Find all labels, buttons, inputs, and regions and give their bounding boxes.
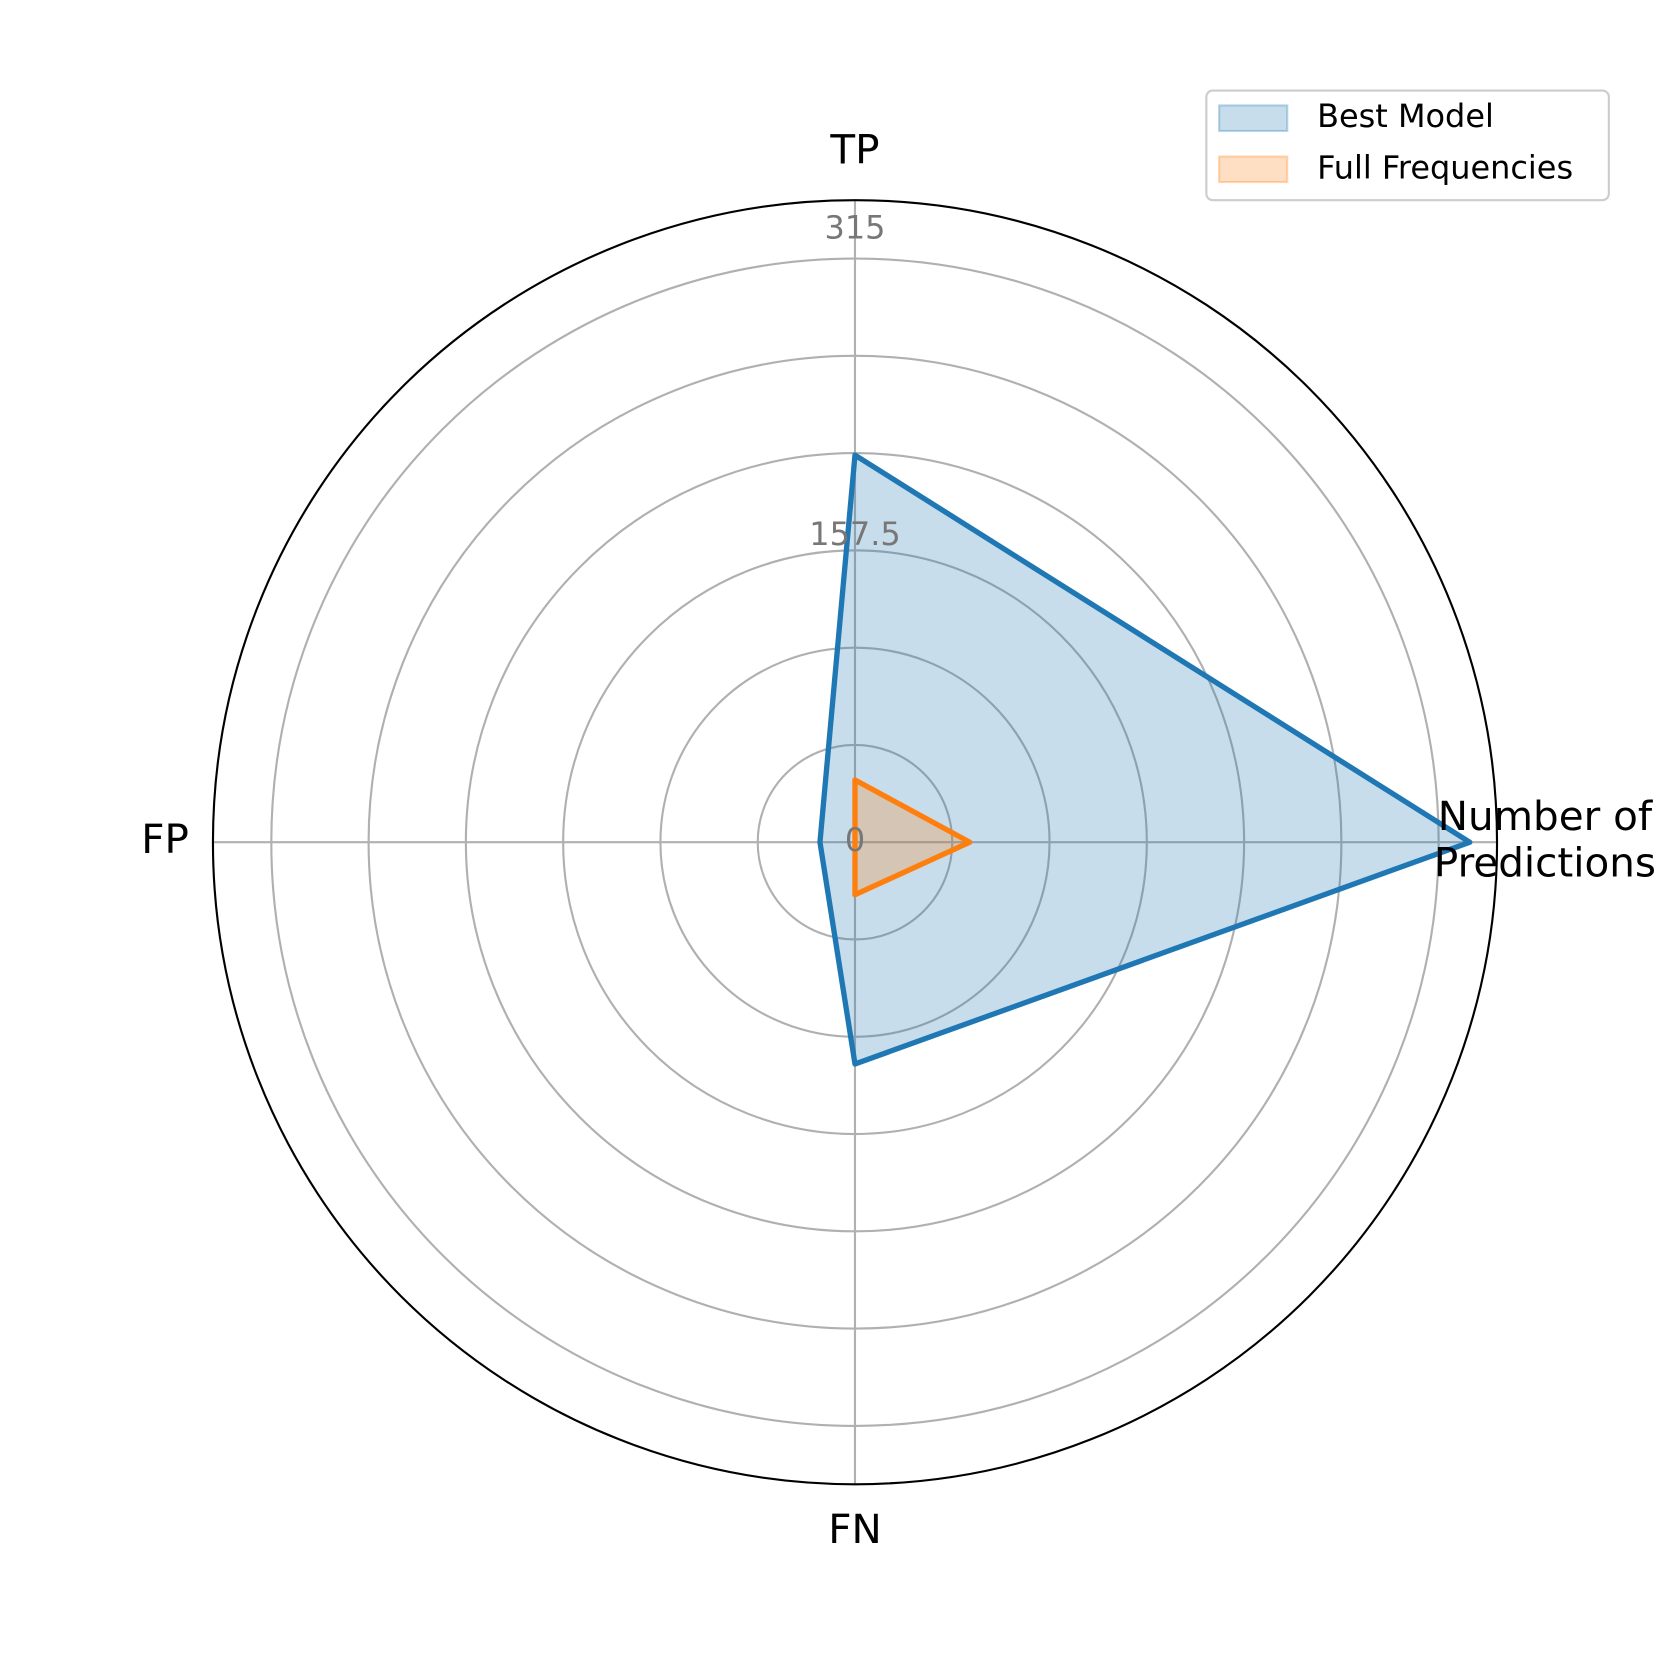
r-tick-label: 315 [825,208,886,246]
axis-label: FN [828,1505,882,1553]
r-tick-label: 0 [845,821,865,859]
axis-label: TP [829,125,879,173]
axis-label: FP [141,815,189,863]
series-line [817,452,1473,1067]
series-line [852,777,973,898]
series-area [819,455,1470,1064]
legend-label: Best Model [1317,97,1494,135]
legend-label: Full Frequencies [1317,148,1573,186]
series-area [854,779,970,895]
legend-swatch [1218,104,1289,133]
spine [211,199,1499,1486]
legend-box [1205,89,1610,202]
legend-swatch [1218,155,1289,184]
axis-label: Number of Predictions [1434,792,1656,887]
r-tick-label: 157.5 [809,515,900,553]
